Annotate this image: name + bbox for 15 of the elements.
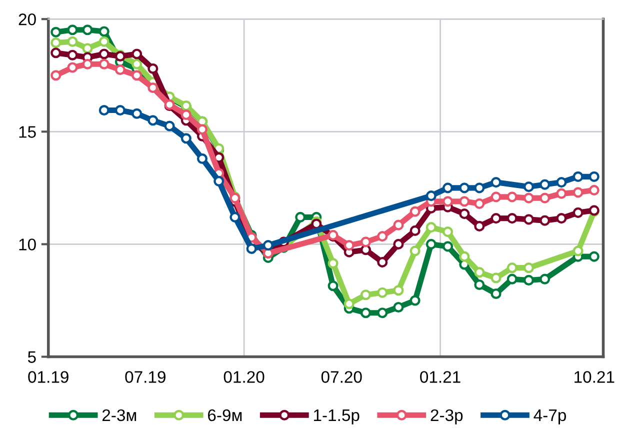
legend-label: 1-1.5р <box>314 410 360 424</box>
y-tick-label: 5 <box>28 351 36 363</box>
x-tick-label: 07.19 <box>125 371 166 383</box>
x-tick-label: 01.20 <box>224 371 264 383</box>
x-tick-label: 01.21 <box>420 371 460 383</box>
legend-label: 2-3р <box>430 409 463 424</box>
x-tick-label: 10.21 <box>574 371 614 383</box>
legend-label: 2-3м <box>102 409 136 422</box>
y-tick-label: 15 <box>19 126 36 138</box>
y-tick-label: 10 <box>19 238 36 250</box>
x-tick-label: 07.20 <box>321 371 362 383</box>
legend-label: 4-7р <box>534 410 566 424</box>
legend-label: 6-9м <box>208 409 242 422</box>
x-tick-label: 01.19 <box>28 371 68 383</box>
y-tick-label: 20 <box>18 13 36 26</box>
